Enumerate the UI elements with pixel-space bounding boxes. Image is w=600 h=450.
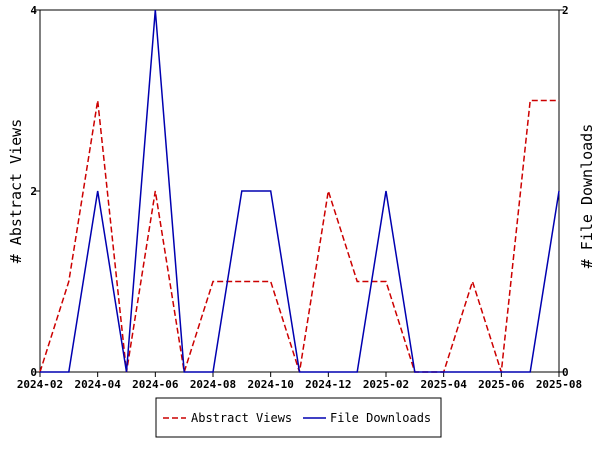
legend: Abstract Views File Downloads bbox=[155, 397, 442, 438]
left-y-axis-ticks: 0 2 4 bbox=[30, 4, 40, 379]
left-y-tick-label: 0 bbox=[30, 366, 37, 379]
right-y-tick-label: 2 bbox=[562, 4, 569, 17]
legend-label-abstract-views: Abstract Views bbox=[191, 411, 292, 425]
right-y-tick-label: 0 bbox=[562, 366, 569, 379]
x-tick-label: 2025-06 bbox=[478, 378, 525, 391]
x-tick-label: 2025-04 bbox=[420, 378, 467, 391]
legend-label-file-downloads: File Downloads bbox=[330, 411, 431, 425]
x-tick-label: 2024-06 bbox=[132, 378, 179, 391]
x-tick-label: 2024-12 bbox=[305, 378, 351, 391]
x-tick-label: 2024-10 bbox=[247, 378, 293, 391]
left-y-tick-label: 4 bbox=[30, 4, 37, 17]
x-tick-label: 2025-08 bbox=[536, 378, 582, 391]
series-layer bbox=[39, 9, 560, 373]
left-y-axis-title: # Abstract Views bbox=[7, 119, 25, 264]
x-tick-label: 2024-02 bbox=[17, 378, 63, 391]
right-y-axis-ticks: 02 bbox=[559, 4, 569, 379]
series-line-abstract-views bbox=[39, 99, 559, 373]
right-y-axis-title: # File Downloads bbox=[578, 124, 596, 269]
left-y-tick-label: 2 bbox=[30, 185, 37, 198]
x-tick-label: 2024-08 bbox=[190, 378, 236, 391]
series-line-file-downloads bbox=[40, 9, 560, 373]
legend-box bbox=[155, 397, 442, 438]
x-axis-ticks: 2024-02 2024-04 2024-06 2024-08 2024-10 2024-… bbox=[17, 372, 582, 391]
x-tick-label: 2024-04 bbox=[74, 378, 121, 391]
x-tick-label: 2025-02 bbox=[363, 378, 409, 391]
